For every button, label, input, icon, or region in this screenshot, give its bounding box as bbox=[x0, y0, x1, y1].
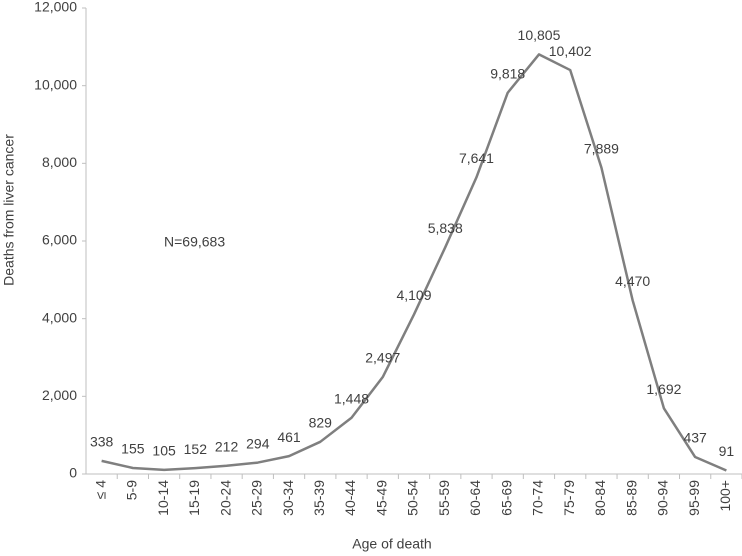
x-tick-label: 50-54 bbox=[405, 480, 421, 516]
x-tick-label: 90-94 bbox=[655, 480, 671, 516]
y-tick-label: 2,000 bbox=[42, 387, 77, 403]
data-label: 829 bbox=[309, 415, 333, 431]
annotation: N=69,683 bbox=[164, 234, 225, 250]
data-label: 7,641 bbox=[459, 150, 494, 166]
data-label: 91 bbox=[719, 443, 735, 459]
data-label: 1,692 bbox=[646, 381, 681, 397]
data-label: 212 bbox=[215, 438, 239, 454]
data-label: 10,805 bbox=[518, 27, 561, 43]
data-label: 9,818 bbox=[490, 65, 525, 81]
y-tick-label: 0 bbox=[69, 465, 77, 481]
x-tick-label: 40-44 bbox=[342, 480, 358, 516]
data-label: 294 bbox=[246, 435, 270, 451]
data-label: 10,402 bbox=[549, 43, 592, 59]
x-tick-label: 60-64 bbox=[467, 480, 483, 516]
data-label: 155 bbox=[121, 441, 145, 457]
y-tick-label: 8,000 bbox=[42, 154, 77, 170]
data-label: 1,448 bbox=[334, 390, 369, 406]
data-label: 152 bbox=[184, 441, 208, 457]
x-tick-label: 45-49 bbox=[373, 480, 389, 516]
x-tick-label: 85-89 bbox=[623, 480, 639, 516]
x-tick-label: 95-99 bbox=[686, 480, 702, 516]
x-tick-label: 10-14 bbox=[155, 480, 171, 516]
x-tick-label: 100+ bbox=[717, 480, 733, 512]
data-label: 7,889 bbox=[584, 140, 619, 156]
data-label: 338 bbox=[90, 434, 114, 450]
data-label: 461 bbox=[277, 429, 301, 445]
x-tick-label: 20-24 bbox=[217, 480, 233, 516]
x-tick-label: 25-29 bbox=[249, 480, 265, 516]
x-tick-label: 80-84 bbox=[592, 480, 608, 516]
y-tick-label: 12,000 bbox=[34, 0, 77, 15]
x-tick-label: ≤ 4 bbox=[92, 480, 108, 500]
data-label: 4,470 bbox=[615, 273, 650, 289]
y-tick-label: 6,000 bbox=[42, 232, 77, 248]
data-line bbox=[101, 53, 727, 472]
data-label: 4,109 bbox=[396, 287, 431, 303]
data-label: 5,838 bbox=[428, 220, 463, 236]
data-label: 2,497 bbox=[365, 350, 400, 366]
data-label: 105 bbox=[152, 443, 176, 459]
y-tick-label: 4,000 bbox=[42, 309, 77, 325]
data-label: 437 bbox=[683, 430, 707, 446]
x-tick-label: 5-9 bbox=[124, 480, 140, 500]
x-tick-label: 15-19 bbox=[186, 480, 202, 516]
x-axis-label: Age of death bbox=[352, 536, 431, 552]
y-tick-label: 10,000 bbox=[34, 76, 77, 92]
y-axis-label: Deaths from liver cancer bbox=[1, 134, 17, 286]
x-tick-label: 55-59 bbox=[436, 480, 452, 516]
x-tick-label: 30-34 bbox=[280, 480, 296, 516]
x-tick-label: 70-74 bbox=[530, 480, 546, 516]
x-tick-label: 35-39 bbox=[311, 480, 327, 516]
x-tick-label: 75-79 bbox=[561, 480, 577, 516]
x-tick-label: 65-69 bbox=[498, 480, 514, 516]
